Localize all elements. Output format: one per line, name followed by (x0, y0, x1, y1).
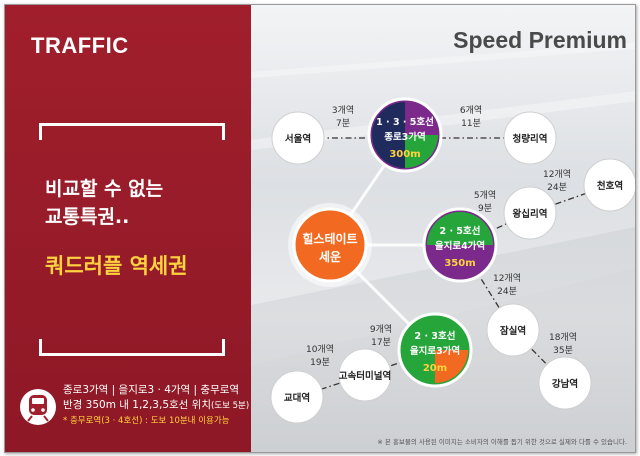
right-panel: 힐스테이트 세운 1 · 3 · 5호선 종로3가역 300m 2 · 5호선 … (251, 5, 635, 452)
time-seoul-stops: 3개역 (332, 105, 354, 116)
center-hub: 힐스테이트 세운 (288, 203, 372, 287)
traffic-banner: TRAFFIC 비교할 수 없는 교통특권.. 쿼드러플 역세권 종로3가역 |… (4, 4, 636, 453)
station-circles (270, 111, 635, 424)
time-gangnam-stops: 18개역 (549, 332, 577, 343)
station-labels: 서울역 청량리역 천호역 왕십리역 잠실역 강남역 교대역 고속터미널역 (284, 133, 623, 404)
station-wangsimni: 왕십리역 (513, 208, 548, 220)
speed-premium-title: Speed Premium (453, 27, 627, 53)
headline: 비교할 수 없는 교통특권.. (45, 175, 163, 231)
center-label-2: 세운 (319, 249, 341, 264)
center-label-1: 힐스테이트 (302, 231, 357, 246)
station-seoul: 서울역 (285, 133, 311, 145)
station-map: 힐스테이트 세운 1 · 3 · 5호선 종로3가역 300m 2 · 5호선 … (251, 42, 635, 452)
hub-euljiro4-name: 을지로4가역 (435, 240, 485, 252)
info-line-2-note: (도보 5분) (210, 401, 250, 411)
time-jamsil-min: 24분 (497, 286, 517, 297)
footnote: ※ 본 홍보물의 사용된 이미지는 소비자의 이해를 돕기 위한 것으로 실제와… (377, 438, 627, 446)
hub-euljiro3-name: 을지로3가역 (410, 345, 460, 357)
hub-euljiro4-dist: 350m (444, 258, 475, 269)
time-gangnam-min: 35분 (553, 345, 573, 356)
hub-euljiro4: 2 · 5호선 을지로4가역 350m (422, 207, 498, 283)
info-line-2-main: 반경 350m 내 1,2,3,5호선 위치 (63, 399, 211, 411)
station-gyodae: 교대역 (284, 392, 310, 404)
time-wangsimni-stops: 5개역 (474, 190, 496, 201)
hub-euljiro3-lines: 2 · 3호선 (415, 330, 456, 342)
travel-times: 3개역 7분 6개역 11분 12개역 24분 5개역 9분 12개역 24분 … (306, 105, 577, 368)
info-line-1: 종로3가역 | 을지로3 · 4가역 | 충무로역 (63, 384, 240, 396)
time-cheonho-min: 24분 (547, 182, 567, 193)
station-gangnam: 강남역 (552, 378, 578, 390)
hub-euljiro3: 2 · 3호선 을지로3가역 20m (397, 312, 473, 388)
headline-line-1: 비교할 수 없는 (45, 178, 164, 200)
info-line-2: 반경 350m 내 1,2,3,5호선 위치(도보 5분) (63, 398, 249, 414)
highlight-text: 쿼드러플 역세권 (45, 254, 188, 278)
hub-euljiro4-lines: 2 · 5호선 (440, 225, 481, 237)
station-express: 고속터미널역 (339, 370, 391, 382)
headline-line-2: 교통특권.. (45, 206, 130, 228)
station-info: 종로3가역 | 을지로3 · 4가역 | 충무로역 반경 350m 내 1,2,… (63, 383, 249, 429)
left-panel: TRAFFIC 비교할 수 없는 교통특권.. 쿼드러플 역세권 종로3가역 |… (5, 5, 251, 452)
hub-jongno-lines: 1 · 3 · 5호선 (376, 116, 434, 128)
time-cheonho-stops: 12개역 (543, 169, 571, 180)
time-cheongnyangni-stops: 6개역 (460, 105, 482, 116)
time-cheongnyangni-min: 11분 (461, 118, 481, 129)
bracket-bottom-decoration (39, 339, 225, 356)
time-gyodae-min: 19분 (310, 357, 330, 368)
station-cheonho: 천호역 (597, 180, 623, 192)
station-jamsil: 잠실역 (500, 325, 526, 337)
time-seoul-min: 7분 (336, 118, 350, 129)
bracket-top-decoration (39, 123, 225, 140)
train-icon (20, 389, 56, 425)
hub-jongno-name: 종로3가역 (384, 131, 426, 143)
time-express-min: 17분 (371, 337, 391, 348)
hub-euljiro3-dist: 20m (423, 363, 447, 374)
time-express-stops: 9개역 (370, 324, 392, 335)
time-jamsil-stops: 12개역 (493, 273, 521, 284)
info-line-3: * 충무로역(3 · 4호선) : 도보 10분내 이용가능 (63, 416, 230, 426)
time-wangsimni-min: 9분 (478, 203, 492, 214)
traffic-title: TRAFFIC (31, 33, 129, 58)
hub-jongno-dist: 300m (389, 149, 420, 160)
station-cheongnyangni: 청량리역 (513, 133, 548, 145)
hub-jongno: 1 · 3 · 5호선 종로3가역 300m (367, 97, 443, 173)
time-gyodae-stops: 10개역 (306, 344, 334, 355)
